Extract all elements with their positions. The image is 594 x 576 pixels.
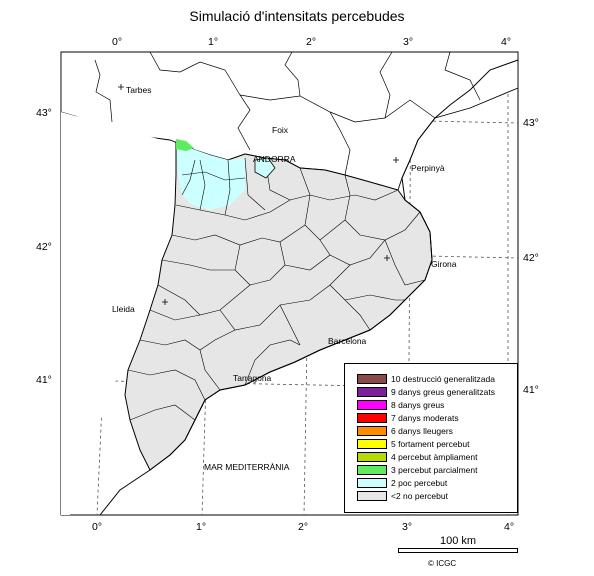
spain-territory — [61, 112, 180, 515]
department-borders — [94, 51, 481, 176]
scale-bar — [398, 548, 518, 553]
legend-label: 4 percebut àmpliament — [391, 452, 478, 462]
place-label-perpinya: Perpinyà — [411, 163, 445, 173]
place-label-tarragona: Tarragona — [233, 373, 272, 383]
legend-label: 8 danys greus — [391, 400, 445, 410]
place-label-andorra: ANDORRA — [253, 154, 296, 164]
place-label-foix: Foix — [272, 125, 289, 135]
lon-top-2: 2° — [306, 36, 316, 48]
lat-right-2: 41° — [523, 384, 539, 396]
legend-label: 6 danys lleugers — [391, 426, 453, 436]
lleida-marker — [162, 299, 168, 305]
legend-label: 5 fortament percebut — [391, 439, 470, 449]
legend-swatch — [357, 426, 387, 436]
lat-left-2: 41° — [36, 374, 52, 386]
place-label-tarbes: Tarbes — [126, 85, 152, 95]
legend-item: 4 percebut àmpliament — [357, 452, 477, 463]
place-label-girona: Girona — [431, 259, 457, 269]
legend-swatch — [357, 452, 387, 462]
intensity-2-area — [176, 142, 245, 210]
lon-bottom-4: 4° — [504, 521, 514, 533]
place-label-lleida: Lleida — [112, 304, 135, 314]
perpinya-marker — [393, 157, 399, 163]
intensity-legend: 10 destrucció generalitzada 9 danys greu… — [344, 363, 518, 513]
legend-label: 10 destrucció generalitzada — [391, 374, 495, 384]
legend-item: 6 danys lleugers — [357, 426, 453, 437]
copyright-text: © ICGC — [428, 559, 457, 568]
legend-swatch — [357, 400, 387, 410]
lon-bottom-2: 2° — [298, 521, 308, 533]
place-label-mar: MAR MEDITERRÀNIA — [204, 462, 290, 472]
lat-left-0: 43° — [36, 107, 52, 119]
scale-label: 100 km — [439, 535, 477, 547]
lat-right-1: 42° — [523, 252, 539, 264]
legend-swatch — [357, 465, 387, 475]
place-markers — [118, 84, 399, 305]
lon-top-3: 3° — [403, 36, 413, 48]
legend-swatch — [357, 374, 387, 384]
legend-item: <2 no percebut — [357, 491, 448, 502]
lon-bottom-3: 3° — [402, 521, 412, 533]
legend-item: 9 danys greus generalitzats — [357, 387, 495, 398]
legend-item: 3 percebut parcialment — [357, 465, 477, 476]
legend-swatch — [357, 439, 387, 449]
map-title: Simulació d'intensitats percebudes — [189, 8, 405, 24]
legend-item: 5 fortament percebut — [357, 439, 469, 450]
place-label-barcelona: Barcelona — [328, 336, 367, 346]
lon-bottom-0: 0° — [92, 521, 102, 533]
legend-swatch — [357, 413, 387, 423]
legend-swatch — [357, 491, 387, 501]
legend-label: <2 no percebut — [391, 491, 448, 501]
legend-item: 8 danys greus — [357, 400, 444, 411]
legend-label: 2 poc percebut — [391, 478, 448, 488]
legend-label: 3 percebut parcialment — [391, 465, 478, 475]
coastline — [99, 59, 519, 516]
legend-item: 2 poc percebut — [357, 478, 447, 489]
tarbes-marker — [118, 84, 124, 90]
lon-top-4: 4° — [501, 36, 511, 48]
lon-top-0: 0° — [112, 36, 122, 48]
legend-item: 7 danys moderats — [357, 413, 459, 424]
legend-label: 7 danys moderats — [391, 413, 459, 423]
legend-swatch — [357, 387, 387, 397]
girona-marker — [384, 255, 390, 261]
lat-left-1: 42° — [36, 241, 52, 253]
lon-bottom-1: 1° — [196, 521, 206, 533]
comarca-borders — [127, 157, 426, 421]
lon-top-1: 1° — [208, 36, 218, 48]
lat-right-0: 43° — [523, 117, 539, 129]
legend-item: 10 destrucció generalitzada — [357, 374, 495, 385]
legend-label: 9 danys greus generalitzats — [391, 387, 495, 397]
andorra-border — [254, 157, 276, 179]
legend-swatch — [357, 478, 387, 488]
intensity-3-area — [176, 139, 194, 151]
